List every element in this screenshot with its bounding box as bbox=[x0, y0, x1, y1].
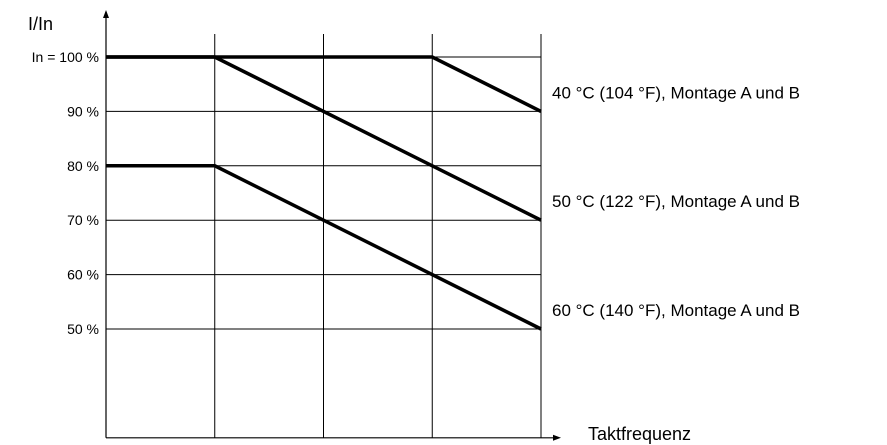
y-axis-label: I/In bbox=[28, 14, 53, 34]
series-line-2 bbox=[106, 55, 542, 222]
y-tick-label-70: 70 % bbox=[67, 212, 99, 228]
y-tick-label-60: 60 % bbox=[67, 267, 99, 283]
series-lines bbox=[106, 55, 542, 331]
y-tick-label-50: 50 % bbox=[67, 321, 99, 337]
axes bbox=[103, 10, 561, 441]
series-label-1: 40 °C (104 °F), Montage A und B bbox=[552, 83, 800, 102]
series-labels: 40 °C (104 °F), Montage A und B 50 °C (12… bbox=[552, 83, 800, 320]
y-tick-label-80: 80 % bbox=[67, 158, 99, 174]
y-axis-arrow bbox=[103, 10, 109, 18]
grid bbox=[106, 34, 542, 438]
series-label-2: 50 °C (122 °F), Montage A und B bbox=[552, 192, 800, 211]
x-axis-label: Taktfrequenz bbox=[588, 424, 691, 444]
y-tick-label-100: In = 100 % bbox=[32, 49, 99, 65]
series-line-3 bbox=[106, 164, 542, 331]
x-axis-arrow bbox=[553, 434, 561, 441]
tick-labels: In = 100 %90 %80 %70 %60 %50 %4 kHz8 kHz… bbox=[32, 49, 99, 337]
series-label-3: 60 °C (140 °F), Montage A und B bbox=[552, 301, 800, 320]
y-tick-label-90: 90 % bbox=[67, 103, 99, 119]
